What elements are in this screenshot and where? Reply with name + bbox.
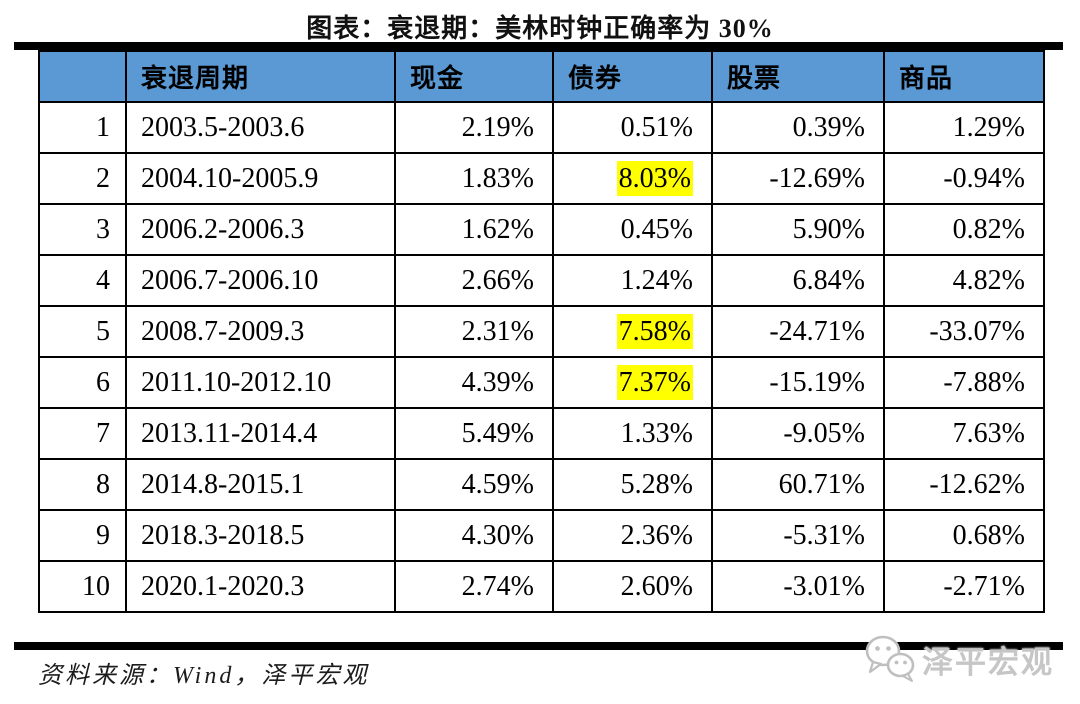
commodity-cell: 7.63% [883, 407, 1045, 460]
cash-cell: 4.39% [394, 356, 554, 409]
table-row: 1 2003.5-2003.6 2.19% 0.51% 0.39% 1.29% [38, 101, 1045, 154]
stock-cell: -12.69% [711, 152, 885, 205]
col-header-period: 衰退周期 [125, 50, 396, 103]
cash-cell: 2.31% [394, 305, 554, 358]
col-header-commodity: 商品 [883, 50, 1045, 103]
row-index: 9 [38, 509, 127, 562]
row-index: 6 [38, 356, 127, 409]
bond-cell: 0.51% [620, 111, 693, 143]
cash-cell: 4.30% [394, 509, 554, 562]
table-row: 9 2018.3-2018.5 4.30% 2.36% -5.31% 0.68% [38, 509, 1045, 562]
commodity-cell: 0.82% [883, 203, 1045, 256]
stock-cell: -5.31% [711, 509, 885, 562]
commodity-cell: -33.07% [883, 305, 1045, 358]
col-header-index [38, 50, 127, 103]
commodity-cell: 4.82% [883, 254, 1045, 307]
row-index: 7 [38, 407, 127, 460]
stock-cell: 6.84% [711, 254, 885, 307]
stock-cell: 0.39% [711, 101, 885, 154]
period-cell: 2011.10-2012.10 [125, 356, 396, 409]
bond-cell: 2.60% [620, 570, 693, 602]
period-cell: 2006.2-2006.3 [125, 203, 396, 256]
col-header-stock: 股票 [711, 50, 885, 103]
period-cell: 2004.10-2005.9 [125, 152, 396, 205]
bond-cell: 1.24% [620, 264, 693, 296]
period-cell: 2006.7-2006.10 [125, 254, 396, 307]
stock-cell: -3.01% [711, 560, 885, 613]
bond-cell: 5.28% [620, 468, 693, 500]
table-row: 7 2013.11-2014.4 5.49% 1.33% -9.05% 7.63… [38, 407, 1045, 460]
bond-cell: 1.33% [620, 417, 693, 449]
stock-cell: -9.05% [711, 407, 885, 460]
period-cell: 2013.11-2014.4 [125, 407, 396, 460]
bond-cell: 2.36% [620, 519, 693, 551]
bond-cell: 0.45% [620, 213, 693, 245]
stock-cell: 60.71% [711, 458, 885, 511]
header-row: 衰退周期 现金 债券 股票 商品 [38, 50, 1045, 103]
bond-cell: 7.37% [616, 364, 693, 400]
period-cell: 2008.7-2009.3 [125, 305, 396, 358]
figure-title: 图表：衰退期：美林时钟正确率为 30% [306, 14, 774, 43]
period-cell: 2020.1-2020.3 [125, 560, 396, 613]
col-header-bond: 债券 [552, 50, 713, 103]
cash-cell: 4.59% [394, 458, 554, 511]
row-index: 3 [38, 203, 127, 256]
commodity-cell: -12.62% [883, 458, 1045, 511]
bond-cell: 8.03% [616, 160, 693, 196]
row-index: 10 [38, 560, 127, 613]
row-index: 2 [38, 152, 127, 205]
table-row: 4 2006.7-2006.10 2.66% 1.24% 6.84% 4.82% [38, 254, 1045, 307]
row-index: 1 [38, 101, 127, 154]
period-cell: 2014.8-2015.1 [125, 458, 396, 511]
row-index: 4 [38, 254, 127, 307]
cash-cell: 1.83% [394, 152, 554, 205]
row-index: 8 [38, 458, 127, 511]
bottom-rule [14, 642, 1063, 650]
top-rule [14, 42, 1063, 50]
commodity-cell: -0.94% [883, 152, 1045, 205]
cash-cell: 2.74% [394, 560, 554, 613]
cash-cell: 1.62% [394, 203, 554, 256]
period-cell: 2003.5-2003.6 [125, 101, 396, 154]
table-row: 3 2006.2-2006.3 1.62% 0.45% 5.90% 0.82% [38, 203, 1045, 256]
table-row: 5 2008.7-2009.3 2.31% 7.58% -24.71% -33.… [38, 305, 1045, 358]
commodity-cell: -2.71% [883, 560, 1045, 613]
commodity-cell: 0.68% [883, 509, 1045, 562]
stock-cell: -15.19% [711, 356, 885, 409]
cash-cell: 5.49% [394, 407, 554, 460]
table-row: 6 2011.10-2012.10 4.39% 7.37% -15.19% -7… [38, 356, 1045, 409]
commodity-cell: -7.88% [883, 356, 1045, 409]
source-note: 资料来源：Wind，泽平宏观 [38, 663, 370, 689]
cash-cell: 2.19% [394, 101, 554, 154]
table-row: 2 2004.10-2005.9 1.83% 8.03% -12.69% -0.… [38, 152, 1045, 205]
cash-cell: 2.66% [394, 254, 554, 307]
col-header-cash: 现金 [394, 50, 554, 103]
watermark-label: 泽平宏观 [922, 644, 1054, 680]
recession-table: 衰退周期 现金 债券 股票 商品 1 2003.5-2003.6 2.19% 0… [38, 50, 1045, 613]
table-row: 10 2020.1-2020.3 2.74% 2.60% -3.01% -2.7… [38, 560, 1045, 613]
period-cell: 2018.3-2018.5 [125, 509, 396, 562]
bond-cell: 7.58% [616, 313, 693, 349]
table-row: 8 2014.8-2015.1 4.59% 5.28% 60.71% -12.6… [38, 458, 1045, 511]
commodity-cell: 1.29% [883, 101, 1045, 154]
wechat-icon [862, 631, 918, 687]
stock-cell: -24.71% [711, 305, 885, 358]
stock-cell: 5.90% [711, 203, 885, 256]
row-index: 5 [38, 305, 127, 358]
brand-watermark: 泽平宏观 [862, 631, 1054, 687]
